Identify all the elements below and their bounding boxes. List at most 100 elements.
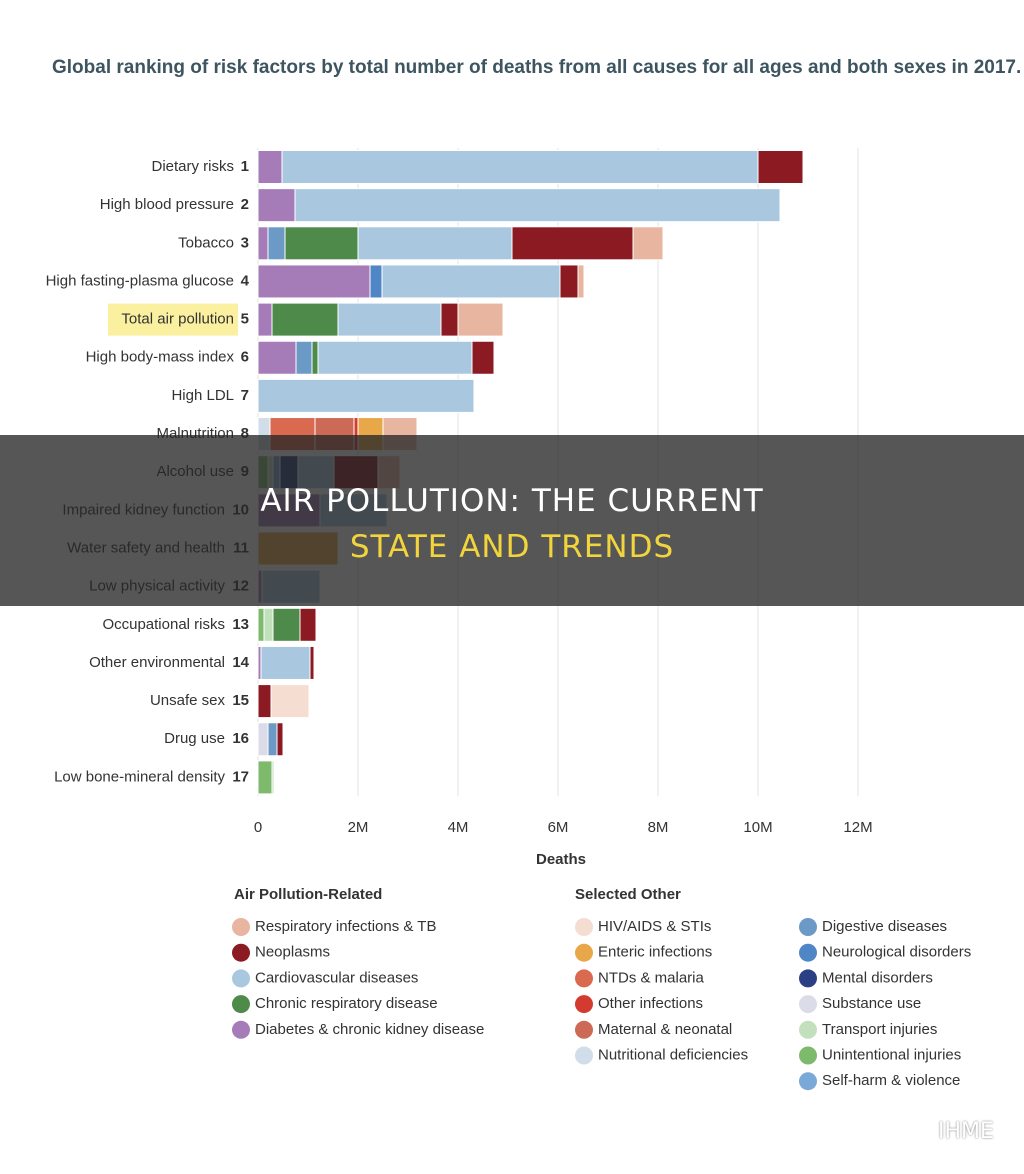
bar-segment (267, 226, 286, 261)
rank-label: 7 (241, 387, 249, 404)
bar-segment (381, 264, 561, 299)
rank-label: 6 (241, 349, 249, 366)
rank-label: 8 (241, 425, 249, 442)
bar-segment (559, 264, 579, 299)
legend-label: Mental disorders (822, 969, 933, 986)
bar-segment (272, 607, 301, 642)
category-label: High fasting-plasma glucose (46, 272, 234, 289)
category-label: Tobacco (178, 234, 234, 251)
bar-segment (440, 302, 459, 337)
watermark: IHME (938, 1119, 994, 1144)
bar-segment (471, 340, 495, 375)
bar-segment (577, 264, 585, 299)
rank-label: 1 (241, 158, 249, 175)
banner-line: STATE AND TRENDS (349, 529, 675, 565)
legend-label: Other infections (598, 995, 703, 1012)
category-label: Low bone-mineral density (54, 768, 225, 785)
rank-label: 5 (241, 311, 249, 328)
legend-swatch (799, 995, 817, 1014)
banner: AIR POLLUTION: THE CURRENT STATE AND TRE… (0, 435, 1024, 606)
bar-segment (270, 684, 310, 719)
category-label: Other environmental (89, 654, 225, 671)
bar-segment (299, 607, 317, 642)
bar-segment (317, 340, 473, 375)
legend-label: Digestive diseases (822, 918, 947, 935)
category-label: Occupational risks (102, 616, 225, 633)
bar-segment (284, 226, 359, 261)
legend-swatch (232, 918, 250, 936)
legend-swatch (575, 943, 593, 962)
bar-segment (757, 150, 804, 184)
legend-swatch (575, 969, 593, 988)
x-axis-label: Deaths (536, 851, 586, 868)
rank-label: 13 (232, 616, 249, 633)
legend-swatch (799, 943, 817, 962)
x-tick-label: 0 (254, 819, 262, 836)
x-tick-label: 4M (448, 819, 469, 836)
legend-label: Cardiovascular diseases (255, 969, 418, 986)
legend-label: Respiratory infections & TB (255, 918, 436, 935)
legend-label: NTDs & malaria (598, 969, 705, 986)
legend-swatch (575, 1020, 593, 1039)
rank-label: 2 (241, 196, 249, 213)
bar-segment (357, 226, 513, 261)
legend-swatch (799, 918, 817, 936)
legend-swatch (799, 969, 817, 988)
bar-segment (260, 645, 311, 680)
bar-segment (257, 188, 296, 223)
legend-label: Chronic respiratory disease (255, 995, 438, 1012)
rank-label: 14 (232, 654, 249, 671)
category-label: Dietary risks (151, 158, 234, 175)
category-label: Total air pollution (121, 311, 234, 328)
bar-segment (257, 340, 297, 375)
legend-label: Self-harm & violence (822, 1072, 960, 1089)
rank-label: 16 (232, 730, 249, 747)
category-label: High body-mass index (86, 349, 235, 366)
bar-segment (311, 340, 319, 375)
category-label: High blood pressure (100, 196, 234, 213)
legend-label: Enteric infections (598, 944, 712, 961)
bar-segment (257, 684, 272, 719)
bar-segment (257, 150, 283, 184)
bar-segment (257, 226, 269, 261)
category-label: High LDL (171, 387, 234, 404)
legend-swatch (575, 995, 593, 1014)
rank-label: 15 (232, 692, 249, 709)
chart-title: Global ranking of risk factors by total … (52, 57, 1021, 78)
legend-swatch (799, 1072, 817, 1091)
legend-swatch (232, 1020, 250, 1039)
legend-heading: Selected Other (575, 886, 681, 903)
legend-swatch (799, 1020, 817, 1039)
bar-segment (369, 264, 383, 299)
bar-segment (294, 188, 781, 223)
bar-segment (271, 760, 275, 795)
category-label: Drug use (164, 730, 225, 747)
bar-segment (257, 722, 269, 757)
bar-segment (281, 150, 759, 184)
bar-segment (295, 340, 313, 375)
legend-heading: Air Pollution-Related (234, 886, 382, 903)
rank-label: 17 (232, 768, 249, 785)
bar-segment (267, 722, 278, 757)
bar-segment (257, 378, 475, 413)
banner-line: AIR POLLUTION: THE CURRENT (260, 483, 764, 519)
x-tick-label: 8M (648, 819, 669, 836)
bar-segment (337, 302, 442, 337)
bar-segment (257, 607, 265, 642)
x-tick-label: 2M (348, 819, 369, 836)
bar-segment (263, 607, 274, 642)
legend-swatch (232, 969, 250, 988)
legend-swatch (575, 1046, 593, 1065)
legend-label: Nutritional deficiencies (598, 1046, 748, 1063)
bar-segment (511, 226, 634, 261)
bar-segment (632, 226, 664, 261)
legend-label: Maternal & neonatal (598, 1021, 732, 1038)
x-tick-label: 12M (843, 819, 872, 836)
bar-segment (457, 302, 504, 337)
legend-label: Substance use (822, 995, 921, 1012)
bar-segment (257, 302, 273, 337)
legend-swatch (575, 918, 593, 936)
legend-swatch (232, 995, 250, 1014)
legend-label: Unintentional injuries (822, 1046, 961, 1063)
